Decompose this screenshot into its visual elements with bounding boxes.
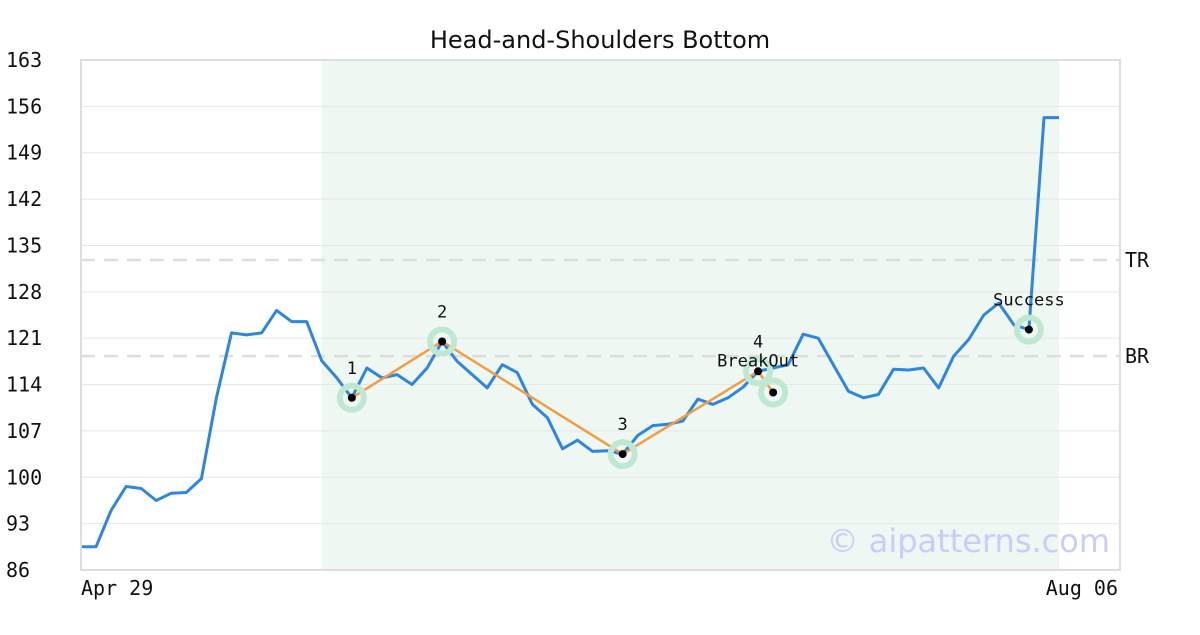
level-label-tr: TR [1125, 248, 1150, 272]
event-breakout-dot [769, 388, 778, 397]
event-label-breakout: BreakOut [717, 351, 799, 371]
y-tick-label: 86 [6, 558, 30, 582]
y-tick-label: 100 [6, 465, 42, 489]
event-success-ring [1013, 314, 1044, 345]
pattern-point-label-1: 1 [347, 359, 357, 379]
pattern-point-label-3: 3 [618, 415, 628, 435]
pattern-point-4-ring [743, 356, 774, 387]
price-series-layer [81, 116, 1059, 549]
price-line [81, 116, 1059, 549]
event-success-dot [1024, 325, 1033, 334]
pattern-point-label-4: 4 [753, 332, 763, 352]
y-tick-label: 163 [6, 48, 42, 72]
chart-title: Head-and-Shoulders Bottom [430, 26, 770, 54]
pattern-point-1-ring [336, 382, 367, 413]
y-tick-label: 128 [6, 280, 42, 304]
pattern-point-3-ring [607, 439, 638, 470]
level-lines-layer: TR BR [81, 248, 1150, 368]
pattern-point-2-ring [427, 326, 458, 357]
level-label-br: BR [1125, 344, 1150, 368]
y-tick-label: 135 [6, 233, 42, 257]
pattern-highlight-band [321, 60, 1059, 570]
pattern-point-4-dot [754, 367, 763, 376]
pattern-point-label-2: 2 [437, 302, 447, 322]
y-tick-label: 121 [6, 326, 42, 350]
event-label-success: Success [993, 291, 1065, 311]
x-tick-label: Apr 29 [81, 576, 153, 600]
grid-layer [81, 105, 1120, 525]
y-tick-label: 142 [6, 187, 42, 211]
y-tick-label: 114 [6, 373, 42, 397]
pattern-point-3-dot [618, 450, 627, 459]
pattern-highlight-layer [321, 60, 1059, 570]
pattern-point-2-dot [438, 337, 447, 346]
plot-frame [80, 59, 1121, 571]
event-breakout-ring [758, 377, 789, 408]
y-tick-label: 156 [6, 94, 42, 118]
y-tick-label: 93 [6, 512, 30, 536]
pattern-line [351, 340, 759, 456]
x-tick-label: Aug 06 [1046, 576, 1118, 600]
y-tick-label: 107 [6, 419, 42, 443]
pattern-point-1-dot [347, 393, 356, 402]
watermark: © aipatterns.com [827, 522, 1110, 560]
y-tick-label: 149 [6, 141, 42, 165]
